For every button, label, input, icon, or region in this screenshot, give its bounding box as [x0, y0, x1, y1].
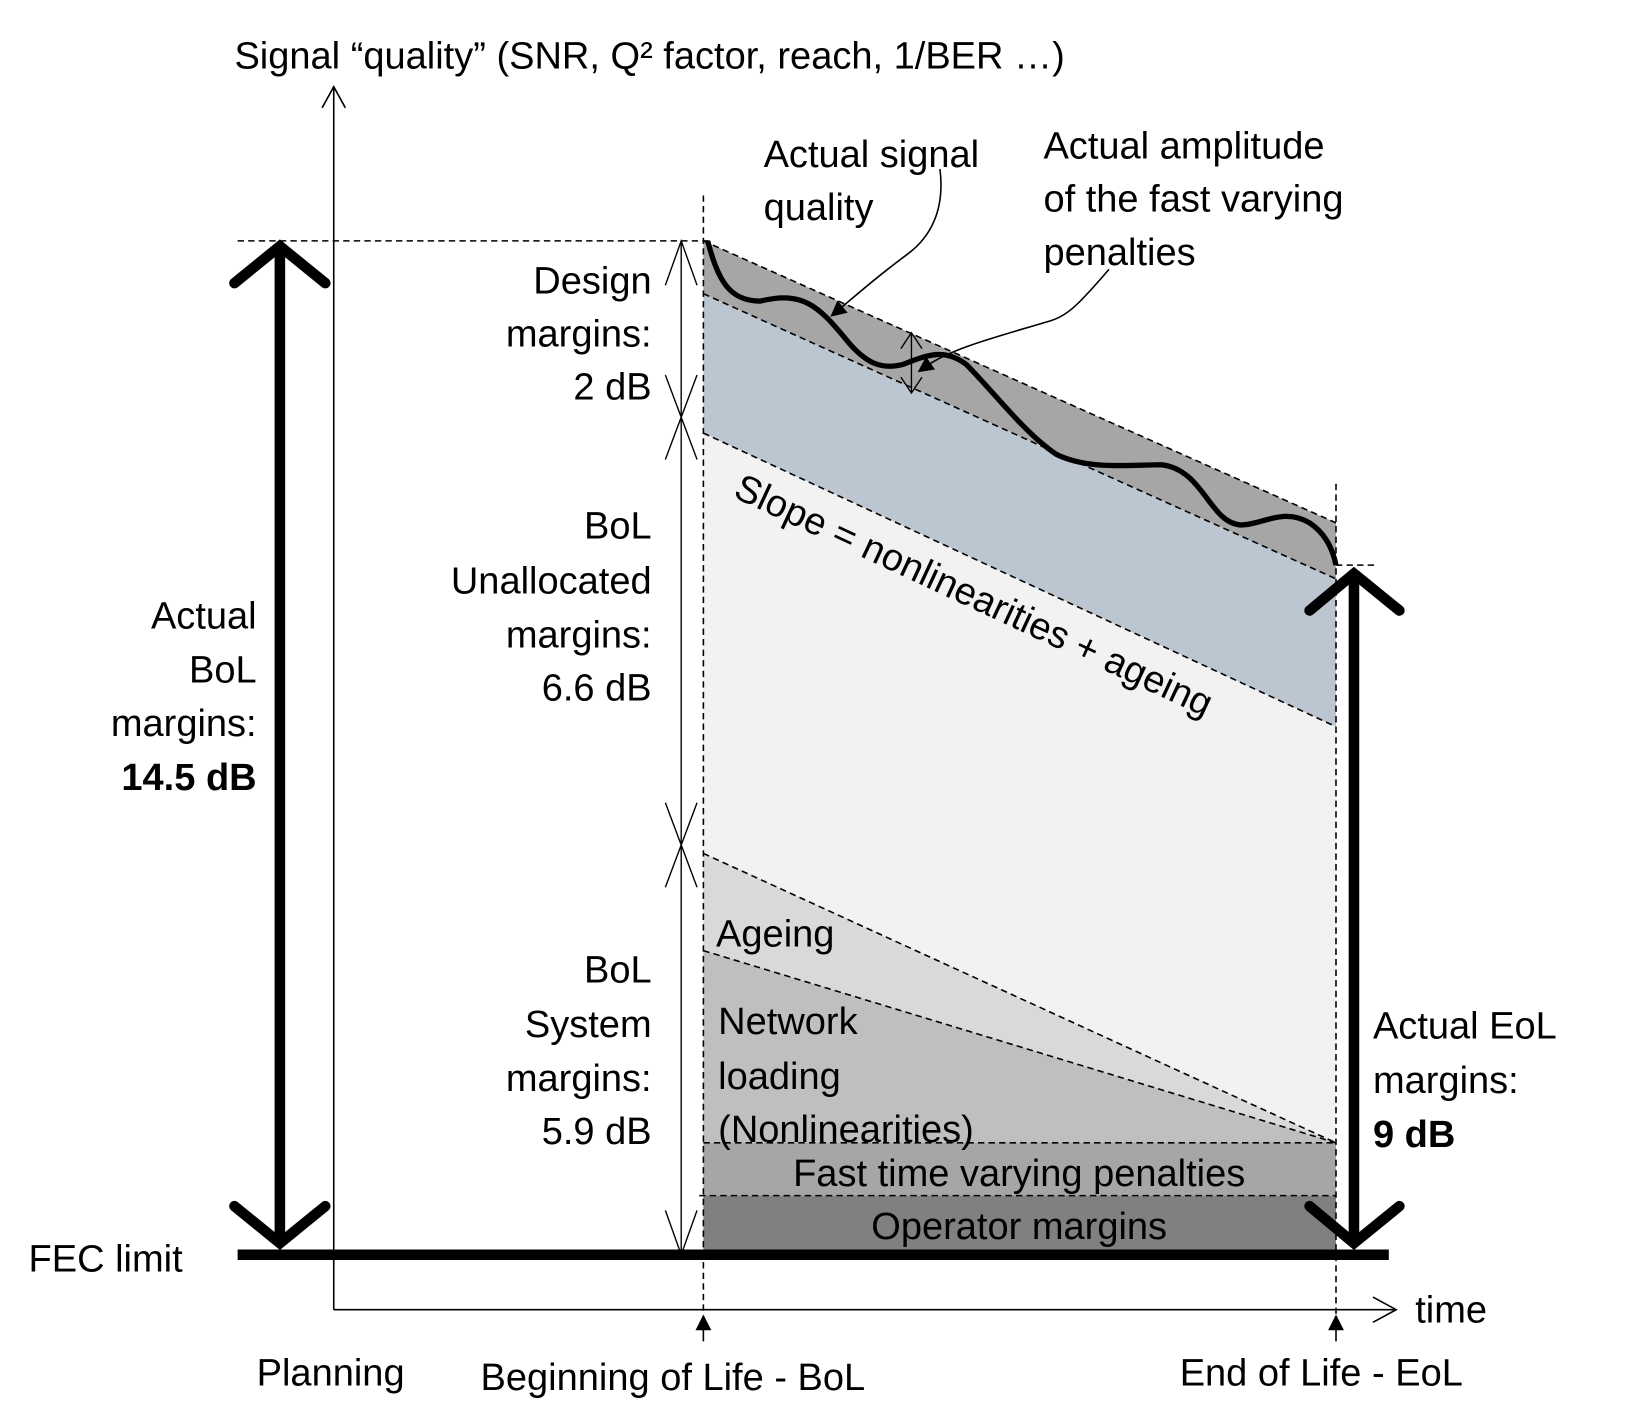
label-line: Actual — [151, 595, 257, 637]
ageing-label: Ageing — [716, 913, 834, 955]
design-margins-label: Design margins: 2 dB — [506, 261, 652, 409]
label-line: BoL — [584, 949, 652, 991]
label-line: margins: — [506, 614, 652, 656]
y-axis — [321, 85, 347, 1310]
actual-bol-margins-label: Actual BoL margins: 14.5 dB — [111, 595, 257, 799]
signal-quality-leader — [830, 168, 942, 317]
label-line: quality — [764, 187, 874, 229]
label-line: 5.9 dB — [542, 1111, 652, 1153]
margin-dimension-line — [664, 238, 698, 1257]
amplitude-leader — [917, 268, 1110, 373]
fec-limit-label: FEC limit — [29, 1239, 184, 1281]
label-line: 2 dB — [573, 366, 651, 408]
actual-eol-margins-arrow — [1304, 566, 1405, 1250]
planning-label: Planning — [257, 1353, 405, 1395]
label-line: margins: — [111, 703, 257, 745]
fast-penalties-label: Fast time varying penalties — [793, 1153, 1245, 1195]
label-line: loading — [718, 1056, 841, 1098]
label-line: Unallocated — [451, 561, 652, 603]
label-line: BoL — [189, 649, 257, 691]
y-axis-title: Signal “quality” (SNR, Q² factor, reach,… — [234, 36, 1064, 78]
fast-penalties-region — [703, 1142, 1337, 1196]
label-line: penalties — [1043, 232, 1195, 274]
label-line: margins: — [506, 1058, 652, 1100]
unallocated-band — [703, 293, 1337, 727]
signal-quality-annotation: Actual signal quality — [764, 134, 980, 229]
label-line: of the fast varying — [1043, 178, 1343, 220]
label-line: Actual EoL — [1373, 1005, 1557, 1047]
x-axis-title: time — [1415, 1289, 1487, 1331]
design-band — [703, 240, 1337, 579]
label-line: Network — [718, 1001, 858, 1043]
label-value: 14.5 dB — [121, 757, 256, 799]
label-value: 9 dB — [1373, 1114, 1455, 1156]
actual-signal-curve — [705, 240, 1339, 566]
label-line: Actual signal — [764, 134, 980, 176]
unallocated-margins-label: BoL Unallocated margins: 6.6 dB — [451, 506, 652, 710]
x-axis — [333, 1296, 1398, 1324]
label-line: margins: — [506, 314, 652, 356]
eol-label: End of Life - EoL — [1180, 1353, 1463, 1395]
actual-bol-margins-arrow — [229, 239, 331, 1250]
actual-eol-margins-label: Actual EoL margins: 9 dB — [1373, 1005, 1557, 1156]
label-line: margins: — [1373, 1060, 1519, 1102]
system-margins-label: BoL System margins: 5.9 dB — [506, 949, 652, 1153]
label-line: BoL — [584, 506, 652, 548]
amplitude-annotation: Actual amplitude of the fast varying pen… — [1043, 126, 1343, 275]
dashed-lines — [237, 195, 1376, 1315]
label-line: 6.6 dB — [542, 667, 652, 709]
bol-label: Beginning of Life - BoL — [481, 1357, 866, 1399]
label-line: Actual amplitude — [1043, 126, 1324, 168]
network-loading-label: Network loading (Nonlinearities) — [718, 1001, 974, 1151]
label-line: Design — [533, 261, 651, 303]
label-line: System — [525, 1004, 652, 1046]
label-line: (Nonlinearities) — [718, 1109, 974, 1151]
operator-margins-region — [703, 1195, 1337, 1255]
operator-margins-label: Operator margins — [871, 1206, 1167, 1248]
